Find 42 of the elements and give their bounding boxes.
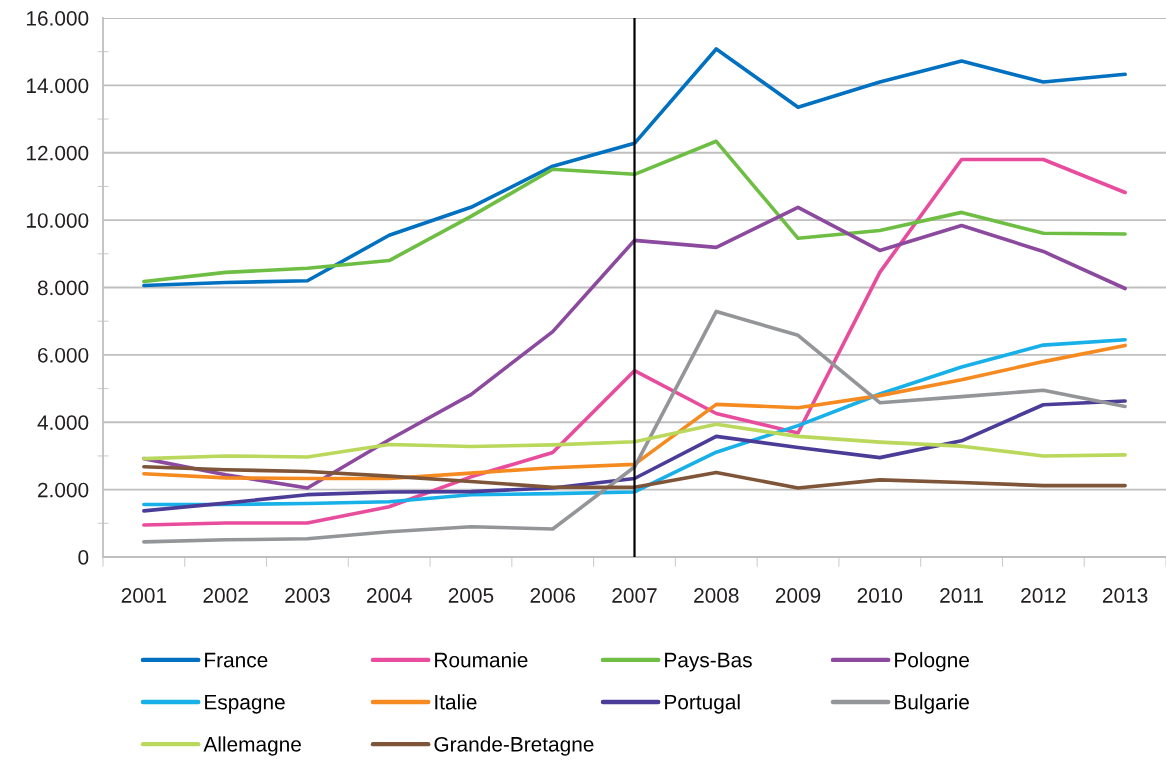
y-tick-label: 6.000 (38, 347, 89, 363)
line-series (142, 47, 1127, 288)
legend-label: France (205, 652, 268, 668)
line-series (142, 399, 1127, 513)
x-tick-label: 2007 (612, 588, 657, 603)
legend-label: Espagne (205, 694, 285, 714)
line-series (142, 157, 1127, 527)
x-tick-label: 2003 (285, 588, 330, 603)
x-tick-label: 2009 (775, 588, 821, 603)
x-tick-label: 2013 (1102, 588, 1148, 603)
legend-label: Grande-Bretagne (434, 736, 594, 756)
line-series (142, 464, 1127, 490)
x-tick-label: 2001 (121, 588, 167, 603)
line-series (142, 139, 1127, 284)
legend-label: Pologne (895, 652, 969, 672)
x-tick-label: 2006 (530, 588, 575, 603)
legend-label: Bulgarie (895, 694, 969, 714)
x-tick-label: 2012 (1021, 588, 1066, 603)
legend-label: Pays-Bas (665, 652, 752, 672)
line-series (142, 422, 1127, 461)
x-tick-label: 2005 (448, 588, 494, 603)
line-series (142, 309, 1127, 544)
legend-label: Roumanie (435, 652, 528, 668)
line-series (142, 205, 1127, 490)
x-tick-label: 2011 (940, 588, 983, 603)
x-tick-label: 2010 (857, 588, 903, 603)
y-tick-label: 12.000 (26, 145, 89, 161)
line-series (142, 343, 1127, 481)
y-tick-label: 0 (78, 550, 89, 565)
y-tick-label: 4.000 (37, 415, 89, 430)
x-tick-label: 2004 (367, 588, 412, 603)
legend-label: Portugal (665, 694, 740, 714)
legend-label: Allemagne (203, 736, 301, 756)
legend-label: Italie (435, 694, 477, 710)
y-tick-label: 16.000 (26, 11, 89, 26)
line-series (142, 337, 1127, 507)
y-tick-label: 2.000 (38, 482, 89, 498)
x-tick-label: 2008 (694, 588, 739, 603)
x-tick-label: 2002 (203, 588, 248, 603)
y-tick-label: 14.000 (26, 78, 89, 94)
y-tick-label: 10.000 (26, 213, 89, 228)
y-tick-label: 8.000 (37, 280, 89, 296)
